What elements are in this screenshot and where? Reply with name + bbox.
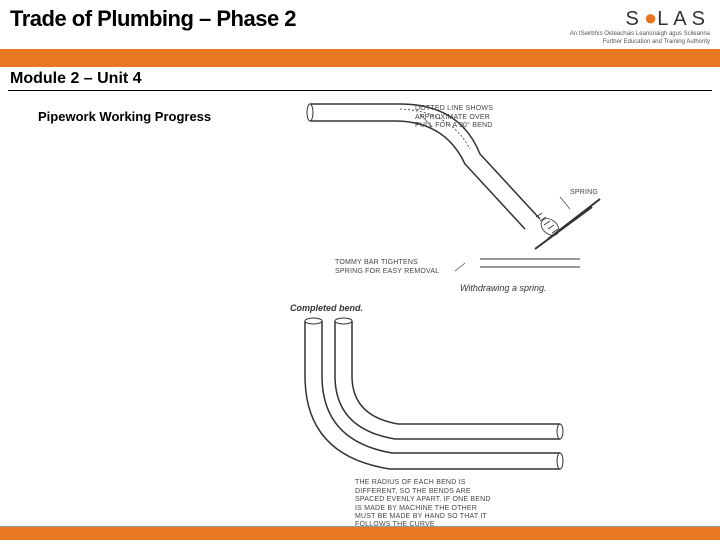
slide-header: Trade of Plumbing – Phase 2 S●LAS An tSe…: [0, 0, 720, 47]
annotation-overbend: DOTTED LINE SHOWS APPROXIMATE OVER PULL …: [415, 105, 493, 130]
pipework-diagram: DOTTED LINE SHOWS APPROXIMATE OVER PULL …: [280, 99, 700, 519]
slide-content: Pipework Working Progress: [0, 91, 720, 531]
footer-accent-bar: [0, 526, 720, 540]
slide-subtitle: Module 2 – Unit 4: [0, 67, 720, 90]
header-accent-bar: [0, 49, 720, 67]
logo-wordmark: S●LAS: [570, 6, 710, 30]
logo-dot-icon: ●: [644, 5, 657, 30]
logo-tagline-1: An tSeirbhís Oideachais Leanúnaigh agus …: [570, 31, 710, 38]
annotation-radius: THE RADIUS OF EACH BEND IS DIFFERENT, SO…: [355, 479, 491, 529]
solas-logo: S●LAS An tSeirbhís Oideachais Leanúnaigh…: [570, 6, 710, 45]
bottom-diagram: [305, 318, 563, 469]
caption-withdrawing: Withdrawing a spring.: [460, 283, 546, 293]
section-heading: Pipework Working Progress: [38, 109, 211, 124]
annotation-tommybar: TOMMY BAR TIGHTENS SPRING FOR EASY REMOV…: [335, 259, 439, 276]
slide-title: Trade of Plumbing – Phase 2: [10, 6, 296, 32]
label-completed-bend: Completed bend.: [290, 303, 363, 313]
logo-tagline-2: Further Education and Training Authority: [570, 39, 710, 46]
title-row: Trade of Plumbing – Phase 2 S●LAS An tSe…: [10, 6, 710, 45]
annotation-spring: SPRING: [570, 189, 598, 197]
